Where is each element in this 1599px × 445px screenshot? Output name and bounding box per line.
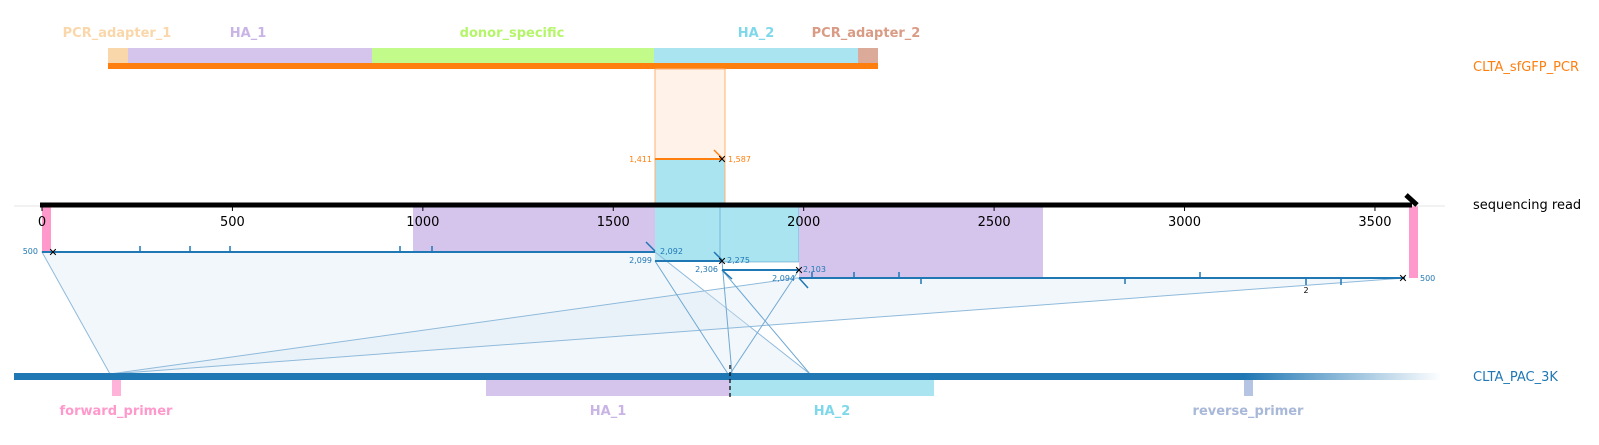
top-feature-label-ha-1: HA_1 xyxy=(230,26,267,41)
axis-tick-label: 2000 xyxy=(787,215,820,230)
read-alignment-2-end-tick xyxy=(713,251,723,261)
bottom-feature-label-reverse-primer: reverse_primer xyxy=(1193,404,1305,419)
top-feature-label-ha-2: HA_2 xyxy=(738,26,775,41)
read-alignment-1-end-tick xyxy=(645,241,656,252)
read-feature-reverse-primer xyxy=(1409,206,1418,278)
read-alignment-4-end-marker: ✕ xyxy=(1398,272,1407,285)
axis-tick-label: 1500 xyxy=(597,215,630,230)
read-features xyxy=(42,205,1418,278)
top-feature-donor-specific-bar xyxy=(372,48,654,63)
read-alignment-4-left-label: 2,094 xyxy=(772,274,795,283)
bottom-feature-label-ha-2: HA_2 xyxy=(814,404,851,419)
top-alignment-end-tick xyxy=(713,149,723,159)
top-alignment: ✕ 1,411 1,587 xyxy=(629,68,751,205)
projection-cross-4 xyxy=(729,269,800,375)
top-reference-name: CLTA_sfGFP_PCR xyxy=(1473,60,1579,75)
read-alignment-1-left-label: 500 xyxy=(23,247,38,256)
bottom-feature-reverse-primer-bar xyxy=(1244,380,1253,396)
bottom-reference-bar xyxy=(14,373,1244,380)
read-alignment-1-ticks xyxy=(139,246,433,252)
top-feature-pcr-adapter-1-bar xyxy=(108,48,128,63)
read-alignment-2-end-marker: ✕ xyxy=(717,255,726,268)
read-alignment-3-end-marker: ✕ xyxy=(794,264,803,277)
read-alignment-2-right-label: 2,275 xyxy=(727,256,750,265)
read-feature-ha-1-right xyxy=(799,206,1043,278)
top-alignment-start-label: 1,411 xyxy=(629,155,652,164)
top-alignment-end-label: 1,587 xyxy=(728,155,751,164)
read-name: sequencing read xyxy=(1473,198,1581,213)
bottom-feature-label-ha-1: HA_1 xyxy=(590,404,627,419)
top-feature-label-pcr-adapter-1: PCR_adapter_1 xyxy=(63,26,172,41)
read-feature-ha-2-left xyxy=(655,206,725,262)
read-alignment-4-ticks xyxy=(811,272,1342,285)
read-alignment-4-right-label: 500 xyxy=(1420,274,1435,283)
bottom-feature-forward-primer-bar xyxy=(112,380,121,396)
top-alignment-end-marker: ✕ xyxy=(717,153,726,166)
axis-tick-label: 0 xyxy=(38,215,46,230)
top-feature-ha-2-bar xyxy=(654,48,858,63)
bottom-projections xyxy=(41,251,1406,375)
read-alignment-1-right-label: 2,092 xyxy=(660,247,683,256)
bottom-feature-label-forward-primer: forward_primer xyxy=(60,404,174,419)
read-feature-forward-primer xyxy=(42,206,51,252)
top-feature-label-pcr-adapter-2: PCR_adapter_2 xyxy=(812,26,921,41)
read-alignment-3-start-tick xyxy=(721,269,733,280)
bottom-reference-name: CLTA_PAC_3K xyxy=(1473,370,1558,385)
read-feature-ha-2-right xyxy=(719,205,800,263)
read-alignment-1-start-marker: ✕ xyxy=(48,246,57,259)
top-feature-label-donor-specific: donor_specific xyxy=(460,26,565,41)
top-feature-pcr-adapter-2-bar xyxy=(858,48,878,63)
top-reference: PCR_adapter_1 HA_1 donor_specific HA_2 P… xyxy=(63,26,1579,75)
bottom-feature-ha-2-bar xyxy=(730,380,934,396)
read-alignments: ✕ 500 2,092 2,099 ✕ 2,275 2,306 ✕ 2,103 … xyxy=(23,241,1435,295)
projection-cross-2 xyxy=(721,260,733,375)
axis-tick-label: 1000 xyxy=(406,215,439,230)
top-reference-bar xyxy=(108,63,878,69)
read-axis-ticks: 0 500 1000 1500 2000 2500 3000 3500 xyxy=(38,205,1392,230)
top-feature-ha-1-bar xyxy=(128,48,372,63)
projection-cross-3 xyxy=(721,269,811,375)
axis-tick-label: 3500 xyxy=(1358,215,1391,230)
read-alignment-4-start-tick xyxy=(798,277,809,289)
read-alignment-3-right-label: 2,103 xyxy=(803,265,826,274)
axis-tick-label: 2500 xyxy=(978,215,1011,230)
axis-tick-label: 3000 xyxy=(1168,215,1201,230)
read-alignment-3-left-label: 2,306 xyxy=(695,265,718,274)
top-alignment-read-region xyxy=(654,158,726,205)
read-annotation-label: 2 xyxy=(1303,286,1308,295)
axis-tick-label: 500 xyxy=(220,215,245,230)
read-alignment-2-left-label: 2,099 xyxy=(629,256,652,265)
top-alignment-shade xyxy=(654,68,726,160)
bottom-reference: forward_primer HA_1 HA_2 reverse_primer … xyxy=(14,365,1558,419)
bottom-feature-ha-1-bar xyxy=(486,380,730,396)
read-axis: 0 500 1000 1500 2000 2500 3000 3500 sequencing … xyxy=(14,193,1581,230)
projection-cross-1 xyxy=(654,260,729,375)
bottom-reference-bar-fade xyxy=(1244,373,1442,380)
read-axis-arrowhead xyxy=(1404,193,1419,207)
read-feature-ha-1-left xyxy=(413,206,655,252)
